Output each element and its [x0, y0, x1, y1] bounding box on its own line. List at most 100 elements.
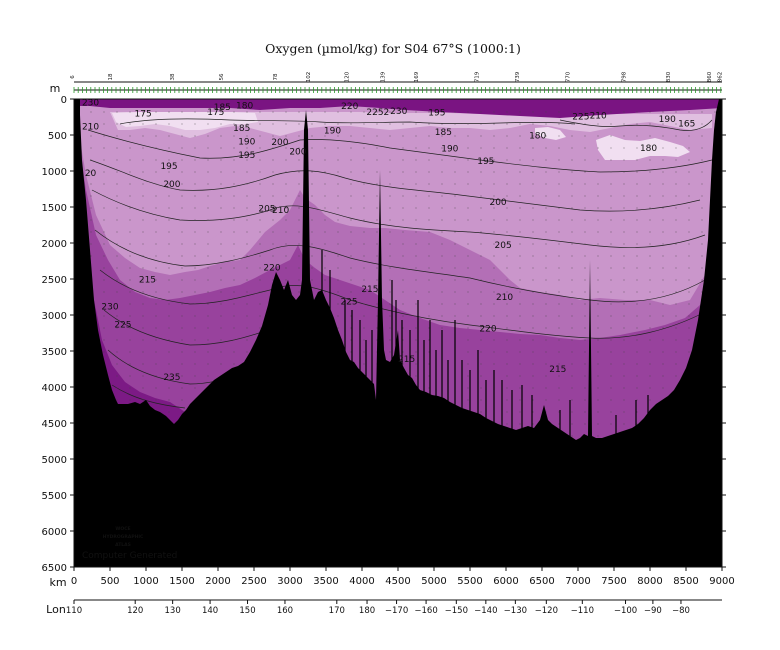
sample-dot — [103, 351, 105, 353]
sample-dot — [324, 183, 326, 185]
sample-dot — [142, 207, 144, 209]
sample-dot — [142, 387, 144, 389]
sample-dot — [688, 303, 690, 305]
contour-label: 220 — [341, 102, 358, 112]
sample-dot — [428, 219, 430, 221]
sample-dot — [506, 303, 508, 305]
sample-dot — [532, 147, 534, 149]
x-tick-label: 0 — [71, 576, 77, 587]
sample-dot — [428, 231, 430, 233]
sample-dot — [480, 303, 482, 305]
sample-dot — [688, 351, 690, 353]
sample-dot — [675, 267, 677, 269]
sample-dot — [688, 147, 690, 149]
sample-dot — [662, 279, 664, 281]
sample-dot — [363, 255, 365, 257]
sample-dot — [142, 219, 144, 221]
sample-dot — [376, 267, 378, 269]
station-ruler: 6 18 38 56 78 102 120 139 169 719 739 770 798 830 860 8… — [70, 71, 723, 93]
sample-dot — [532, 171, 534, 173]
sample-dot — [298, 243, 300, 245]
sample-dot — [506, 171, 508, 173]
contour-label: 180 — [640, 144, 657, 154]
sample-dot — [571, 291, 573, 293]
sample-dot — [636, 363, 638, 365]
sample-dot — [649, 363, 651, 365]
sample-dot — [337, 279, 339, 281]
sample-dot — [441, 111, 443, 113]
sample-dot — [571, 399, 573, 401]
sample-dot — [584, 207, 586, 209]
sample-dot — [324, 219, 326, 221]
sample-dot — [558, 111, 560, 113]
sample-dot — [415, 339, 417, 341]
sample-dot — [493, 255, 495, 257]
sample-dot — [207, 207, 209, 209]
sample-dot — [519, 387, 521, 389]
sample-dot — [233, 207, 235, 209]
sample-dot — [597, 231, 599, 233]
sample-dot — [116, 315, 118, 317]
sample-dot — [116, 123, 118, 125]
sample-dot — [363, 351, 365, 353]
sample-dot — [571, 375, 573, 377]
sample-dot — [337, 303, 339, 305]
sample-dot — [311, 267, 313, 269]
sample-dot — [454, 195, 456, 197]
sample-dot — [207, 363, 209, 365]
x-tick-label: 4500 — [385, 576, 410, 587]
watermark-line-1: WOCE — [115, 526, 130, 532]
sample-dot — [519, 363, 521, 365]
sample-dot — [363, 147, 365, 149]
sample-dot — [233, 327, 235, 329]
sample-dot — [415, 363, 417, 365]
sample-dot — [441, 159, 443, 161]
sample-dot — [350, 159, 352, 161]
sample-dot — [675, 123, 677, 125]
sample-dot — [402, 339, 404, 341]
sample-dot — [220, 267, 222, 269]
sample-dot — [584, 147, 586, 149]
sample-dot — [519, 339, 521, 341]
sample-dot — [584, 255, 586, 257]
sample-dot — [454, 147, 456, 149]
contour-label: 190 — [238, 137, 255, 147]
sample-dot — [142, 183, 144, 185]
sample-dot — [675, 219, 677, 221]
sample-dot — [363, 279, 365, 281]
sample-dot — [181, 195, 183, 197]
x-tick-label: 7500 — [601, 576, 626, 587]
sample-dot — [389, 291, 391, 293]
y-axis: 0 500 1000 1500 2000 2500 3000 3500 4000 4500 5000… — [42, 95, 726, 574]
sample-dot — [428, 375, 430, 377]
sample-dot — [610, 363, 612, 365]
sample-dot — [181, 135, 183, 137]
sample-dot — [545, 183, 547, 185]
sample-dot — [545, 399, 547, 401]
sample-dot — [636, 147, 638, 149]
y-tick-label: 2500 — [42, 275, 67, 286]
sample-dot — [584, 291, 586, 293]
sample-dot — [649, 135, 651, 137]
sample-dot — [155, 315, 157, 317]
sample-dot — [519, 303, 521, 305]
sample-dot — [116, 339, 118, 341]
sample-dot — [181, 123, 183, 125]
sample-dot — [558, 291, 560, 293]
sample-dot — [402, 123, 404, 125]
sample-dot — [194, 375, 196, 377]
sample-dot — [584, 111, 586, 113]
sample-dot — [129, 363, 131, 365]
sample-dot — [584, 267, 586, 269]
sample-dot — [571, 327, 573, 329]
sample-dot — [636, 243, 638, 245]
sample-dot — [636, 375, 638, 377]
sample-dot — [116, 135, 118, 137]
sample-dot — [168, 387, 170, 389]
sample-dot — [220, 363, 222, 365]
sample-dot — [480, 315, 482, 317]
sample-dot — [701, 123, 703, 125]
sample-dot — [506, 135, 508, 137]
contour-label: 175 — [207, 108, 224, 118]
sample-dot — [610, 195, 612, 197]
